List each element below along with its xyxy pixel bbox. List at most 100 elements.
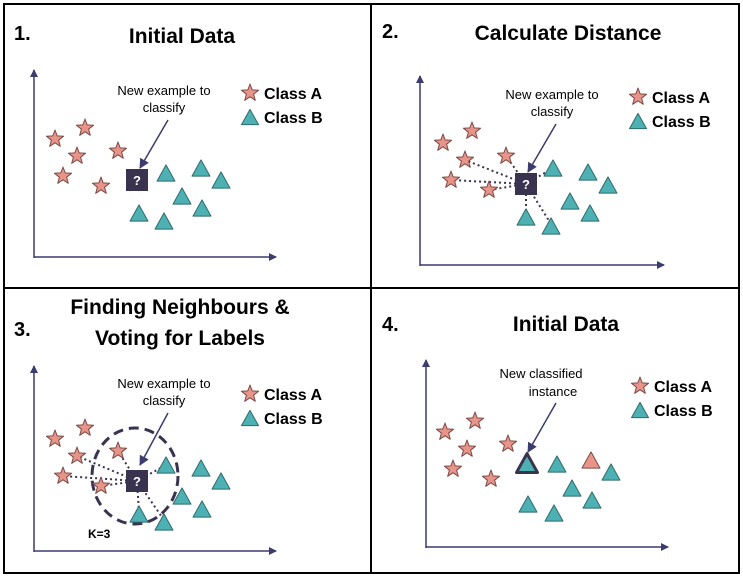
- class-a-point: [457, 439, 477, 457]
- panel-4: 4. Initial Data New classified instance …: [382, 313, 713, 551]
- class-a-point: [479, 180, 499, 198]
- class-b-point: [192, 199, 212, 217]
- panel-3-query-square: [126, 470, 148, 492]
- class-b-point: [191, 459, 211, 477]
- class-a-point: [53, 466, 73, 484]
- class-b-point: [129, 505, 149, 523]
- panel-4-annotation-line-1: New classified: [499, 366, 582, 381]
- panel-4-annotation-line-2: instance: [529, 384, 577, 399]
- class-b-point: [560, 192, 580, 210]
- class-a-point: [75, 418, 95, 436]
- panel-4-title: Initial Data: [513, 313, 620, 336]
- class-b-point: [129, 204, 149, 222]
- class-b-point: [192, 500, 212, 518]
- panel-3-query-label: ?: [133, 474, 141, 489]
- panel-4-number: 4.: [382, 314, 399, 336]
- panel-3-annotation-line-1: New example to: [117, 376, 210, 391]
- panel-3-legend-star-icon: [240, 384, 260, 402]
- class-b-point: [516, 208, 536, 226]
- class-b-point: [544, 504, 564, 522]
- class-b-point: [598, 176, 618, 194]
- panel-1: 1. Initial Data New example to classify …: [14, 23, 323, 261]
- class-b-point: [518, 495, 538, 513]
- panel-3-number: 3.: [14, 319, 31, 341]
- panel-1-number: 1.: [14, 23, 31, 45]
- panel-3-legend-class-b: Class B: [264, 411, 323, 428]
- class-a-point: [465, 411, 485, 429]
- panel-4-legend-class-b: Class B: [654, 403, 713, 420]
- class-b-point: [580, 204, 600, 222]
- class-a-triangle-point: [581, 451, 601, 469]
- panel-4-annotation-arrow: [527, 402, 557, 453]
- panel-3-legend-triangle-icon: [241, 409, 259, 427]
- panel-3-title-line-1: Finding Neighbours &: [70, 296, 289, 319]
- panel-4-classified-instance: [515, 452, 539, 474]
- class-b-point: [211, 171, 231, 189]
- class-a-point: [435, 422, 455, 440]
- class-b-point: [582, 491, 602, 509]
- panel-3-k-neighbourhood-circle: [90, 426, 180, 526]
- class-a-point: [67, 446, 87, 464]
- class-b-point: [172, 187, 192, 205]
- class-a-point: [443, 459, 463, 477]
- class-a-point: [45, 129, 65, 147]
- panel-2-annotation-arrow: [527, 123, 557, 173]
- panel-1-legend-triangle-icon: [241, 108, 259, 126]
- class-a-point: [45, 429, 65, 447]
- class-a-point: [108, 441, 128, 459]
- class-a-point: [433, 133, 453, 151]
- panel-2-query-label: ?: [522, 177, 530, 192]
- panel-2-legend-triangle-icon: [629, 112, 647, 130]
- class-b-point: [541, 217, 561, 235]
- panel-1-title: Initial Data: [129, 25, 236, 48]
- class-b-point: [156, 456, 176, 474]
- class-b-point: [211, 472, 231, 490]
- panel-3-k-label: K=3: [88, 527, 111, 541]
- panel-2-annotation-line-2: classify: [531, 104, 574, 119]
- panel-1-query-label: ?: [133, 173, 141, 188]
- panel-4-legend-star-icon: [630, 376, 650, 394]
- class-a-point: [91, 176, 111, 194]
- class-b-point: [562, 479, 582, 497]
- panel-2-legend-star-icon: [628, 87, 648, 105]
- panel-4-legend-class-a: Class A: [654, 379, 713, 396]
- panel-3-annotation-line-2: classify: [143, 393, 186, 408]
- class-b-point: [547, 455, 567, 473]
- class-a-point: [462, 121, 482, 139]
- class-a-point: [441, 170, 461, 188]
- class-a-point: [498, 434, 518, 452]
- class-b-point: [172, 487, 192, 505]
- panel-4-legend-triangle-icon: [631, 401, 649, 419]
- class-a-point: [53, 166, 73, 184]
- class-b-point: [543, 159, 563, 177]
- class-a-point: [108, 141, 128, 159]
- class-b-point: [601, 463, 621, 481]
- panel-3-title-line-2: Voting for Labels: [95, 327, 265, 350]
- panel-1-legend-class-a: Class A: [264, 86, 323, 103]
- panel-1-annotation-line-1: New example to: [117, 83, 210, 98]
- panel-2-number: 2.: [382, 21, 399, 43]
- class-b-point: [154, 513, 174, 531]
- panel-2-title: Calculate Distance: [475, 22, 662, 45]
- distance-line: [62, 475, 138, 482]
- class-a-point: [91, 476, 111, 494]
- panel-2-distance-lines: [450, 155, 554, 225]
- panel-2-legend-class-b: Class B: [652, 114, 711, 131]
- class-b-point: [578, 163, 598, 181]
- panel-3: 3. Finding Neighbours & Voting for Label…: [14, 296, 323, 555]
- class-b-point: [154, 212, 174, 230]
- panel-2-legend-class-a: Class A: [652, 90, 711, 107]
- class-a-point: [75, 118, 95, 136]
- class-b-point: [191, 159, 211, 177]
- panel-3-annotation-arrow: [139, 412, 169, 466]
- class-b-point: [156, 164, 176, 182]
- panel-1-legend-star-icon: [240, 83, 260, 101]
- class-a-point: [481, 469, 501, 487]
- panel-2-annotation-line-1: New example to: [505, 87, 598, 102]
- panel-2-query-square: [515, 173, 537, 195]
- panel-1-annotation-arrow: [139, 119, 169, 169]
- panel-1-legend-class-b: Class B: [264, 110, 323, 127]
- panel-1-annotation-line-2: classify: [143, 100, 186, 115]
- class-a-point: [455, 150, 475, 168]
